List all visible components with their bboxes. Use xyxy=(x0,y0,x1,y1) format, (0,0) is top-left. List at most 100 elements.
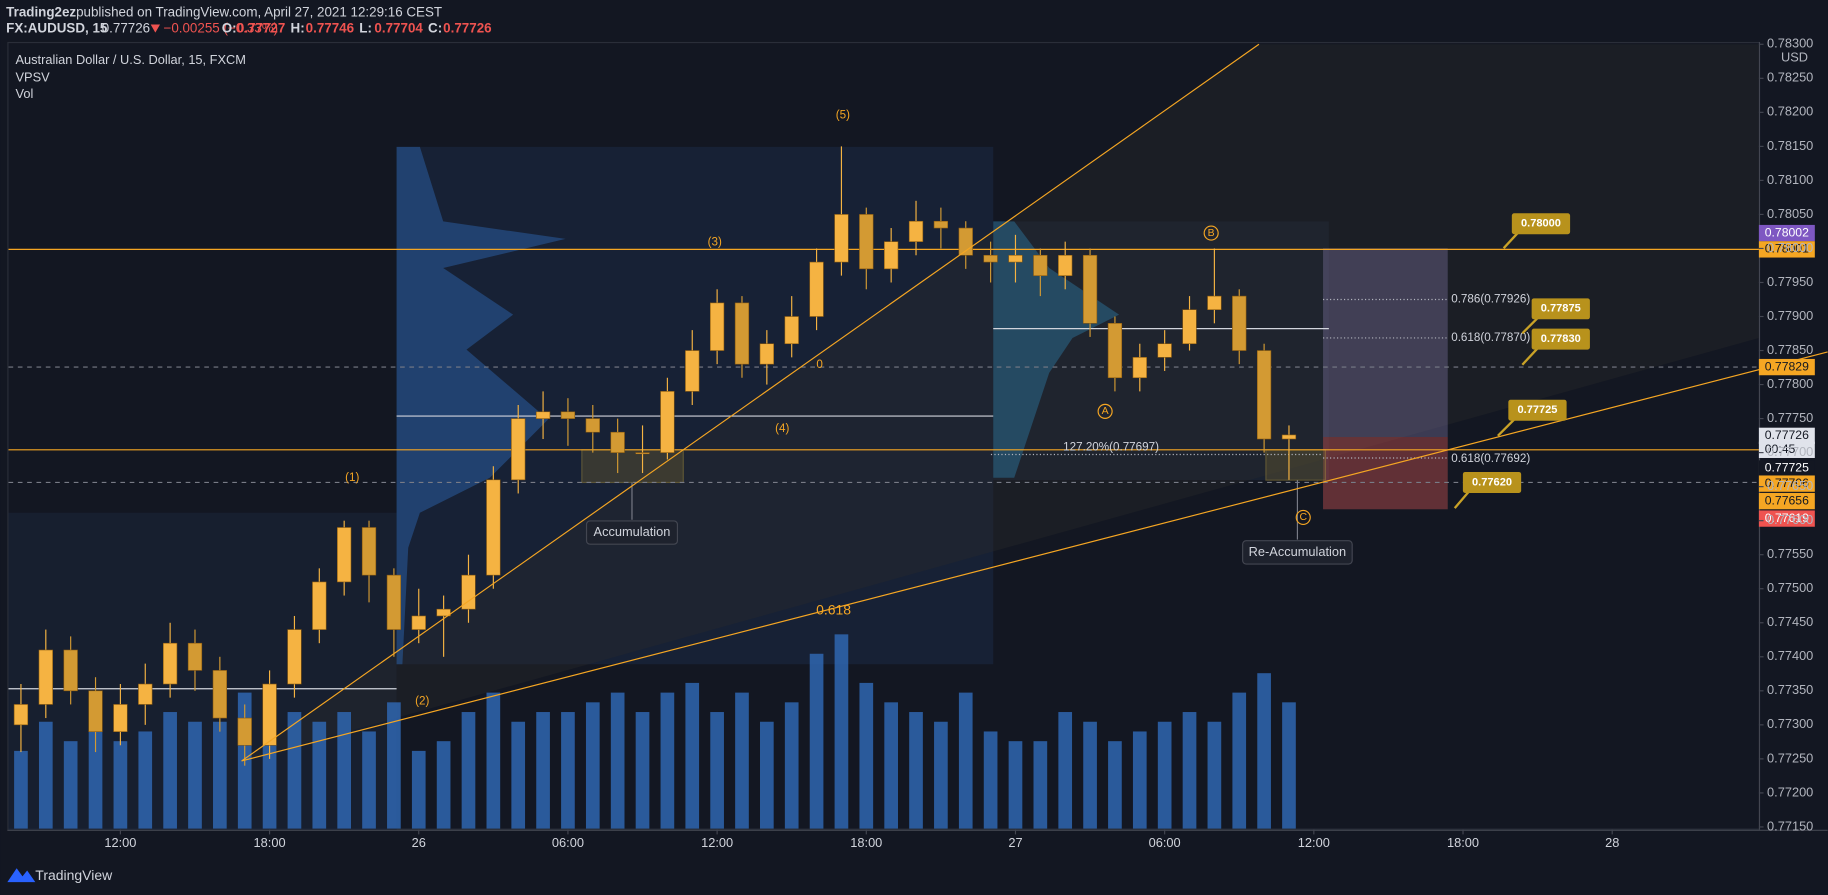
wave-circle xyxy=(1295,509,1311,525)
x-tick-label: 12:00 xyxy=(1298,835,1330,850)
volume-profile xyxy=(993,221,1120,478)
price-badge xyxy=(1758,241,1815,258)
candle-body xyxy=(908,220,924,242)
ohlc-item: O: xyxy=(222,21,237,36)
x-tick-label: 06:00 xyxy=(552,835,584,850)
y-tick-label: 0.77800 xyxy=(1767,376,1813,391)
price-badge-text: 0.77656 xyxy=(1765,493,1809,507)
volume-bar xyxy=(38,721,53,829)
candle-body xyxy=(386,574,402,630)
candle-body xyxy=(1132,357,1147,379)
y-tick-label: 0.77900 xyxy=(1767,308,1813,323)
candle-body xyxy=(436,608,451,617)
candle-body xyxy=(1058,254,1073,276)
y-tick-label: 0.77600 xyxy=(1767,512,1813,527)
y-tick-label: 0.77450 xyxy=(1767,614,1813,629)
volume-bar xyxy=(411,750,426,829)
volume-bar xyxy=(1282,702,1296,829)
volume-bar xyxy=(958,692,973,829)
volume-bar xyxy=(784,702,799,829)
indicator: VPSV xyxy=(16,69,51,84)
volume-bar xyxy=(1083,721,1097,829)
candle-body xyxy=(535,411,551,419)
candle-body xyxy=(1033,254,1048,276)
volume-bar xyxy=(14,750,28,829)
volume-bar xyxy=(760,721,774,829)
stop-zone xyxy=(1323,437,1448,510)
candle-body xyxy=(361,527,377,576)
accumulation-box xyxy=(581,449,684,484)
volume-bar xyxy=(1108,741,1122,829)
volume-bar xyxy=(635,712,650,829)
callout-text: 0.78000 xyxy=(1521,218,1561,230)
callout-pointer xyxy=(1497,418,1515,437)
volume-bar xyxy=(1257,673,1271,829)
author: Trading2ez xyxy=(6,4,76,19)
price-badge-text: 00:45 xyxy=(1765,442,1796,456)
volume-bar xyxy=(610,692,625,829)
candle-body xyxy=(88,690,103,732)
trend-line xyxy=(241,43,1260,762)
candle-body xyxy=(859,214,874,270)
volume-bar xyxy=(1008,741,1023,829)
logo xyxy=(7,868,36,883)
candle-body xyxy=(1008,254,1023,263)
price-badge xyxy=(1758,358,1815,376)
price-badge xyxy=(1758,427,1815,445)
annotation: Re-Accumulation xyxy=(1249,544,1346,559)
price-badge-text: 0.77619 xyxy=(1765,511,1809,525)
price-badge-text: 0.78002 xyxy=(1765,225,1809,239)
y-tick-label: 0.77550 xyxy=(1767,546,1813,561)
ohlc-item: C: xyxy=(428,21,442,36)
candle-body xyxy=(734,302,750,365)
candle-body xyxy=(1157,343,1172,358)
candle-body xyxy=(1207,295,1222,310)
change: −0.00255 (−0.33%) xyxy=(164,21,279,36)
candle-body xyxy=(63,649,78,692)
label-box xyxy=(1242,540,1353,565)
candle-body xyxy=(1107,323,1123,379)
x-tick-label: 12:00 xyxy=(104,835,136,850)
callout-text: 0.77620 xyxy=(1472,476,1512,488)
volume-bar xyxy=(1182,712,1197,829)
y-tick-label: 0.78150 xyxy=(1767,138,1813,153)
callout-box xyxy=(1531,328,1590,350)
volume-bar xyxy=(362,731,376,829)
candle-body xyxy=(511,418,526,481)
price-badge-text: 0.77725 xyxy=(1765,461,1809,475)
candle-body xyxy=(933,220,949,229)
symbol: FX:AUDUSD, 15 xyxy=(6,21,108,36)
volume-bar xyxy=(1033,741,1048,829)
wave-circle xyxy=(1097,403,1113,419)
volume-bar xyxy=(834,634,849,829)
candles xyxy=(13,146,1297,829)
candle-body xyxy=(1281,434,1297,440)
y-tick-label: 0.77250 xyxy=(1767,750,1813,765)
volume-bar xyxy=(262,731,277,829)
y-tick-label: 0.77750 xyxy=(1767,410,1813,425)
x-tick-label: 18:00 xyxy=(254,835,286,850)
volume-bar xyxy=(1058,712,1073,829)
volume-profile xyxy=(396,146,566,665)
volume-bar xyxy=(163,712,177,829)
currency: USD xyxy=(1781,50,1808,65)
annotation: (3) xyxy=(708,235,722,248)
candle-body xyxy=(983,254,998,263)
price-badge xyxy=(1758,224,1815,242)
price-badge xyxy=(1758,460,1815,477)
volume-bar xyxy=(138,731,153,829)
volume-bar xyxy=(312,721,327,829)
price-badge-text: 0.77726 xyxy=(1765,428,1809,442)
candle-body xyxy=(759,343,774,365)
volume-bar xyxy=(436,741,451,829)
volume-bar xyxy=(387,702,401,829)
volume-bar xyxy=(983,731,998,829)
overlay: (1) (2) (3) (4) (5) 0 0.618 A B C Accumulation Re-A… xyxy=(345,108,1815,708)
volume-bar xyxy=(1232,692,1247,829)
volume-bar xyxy=(511,721,526,829)
candle-body xyxy=(237,717,252,746)
volume-bar xyxy=(859,682,874,829)
candle-body xyxy=(635,452,650,455)
volume-bar xyxy=(685,682,700,829)
candle-body xyxy=(113,704,128,732)
